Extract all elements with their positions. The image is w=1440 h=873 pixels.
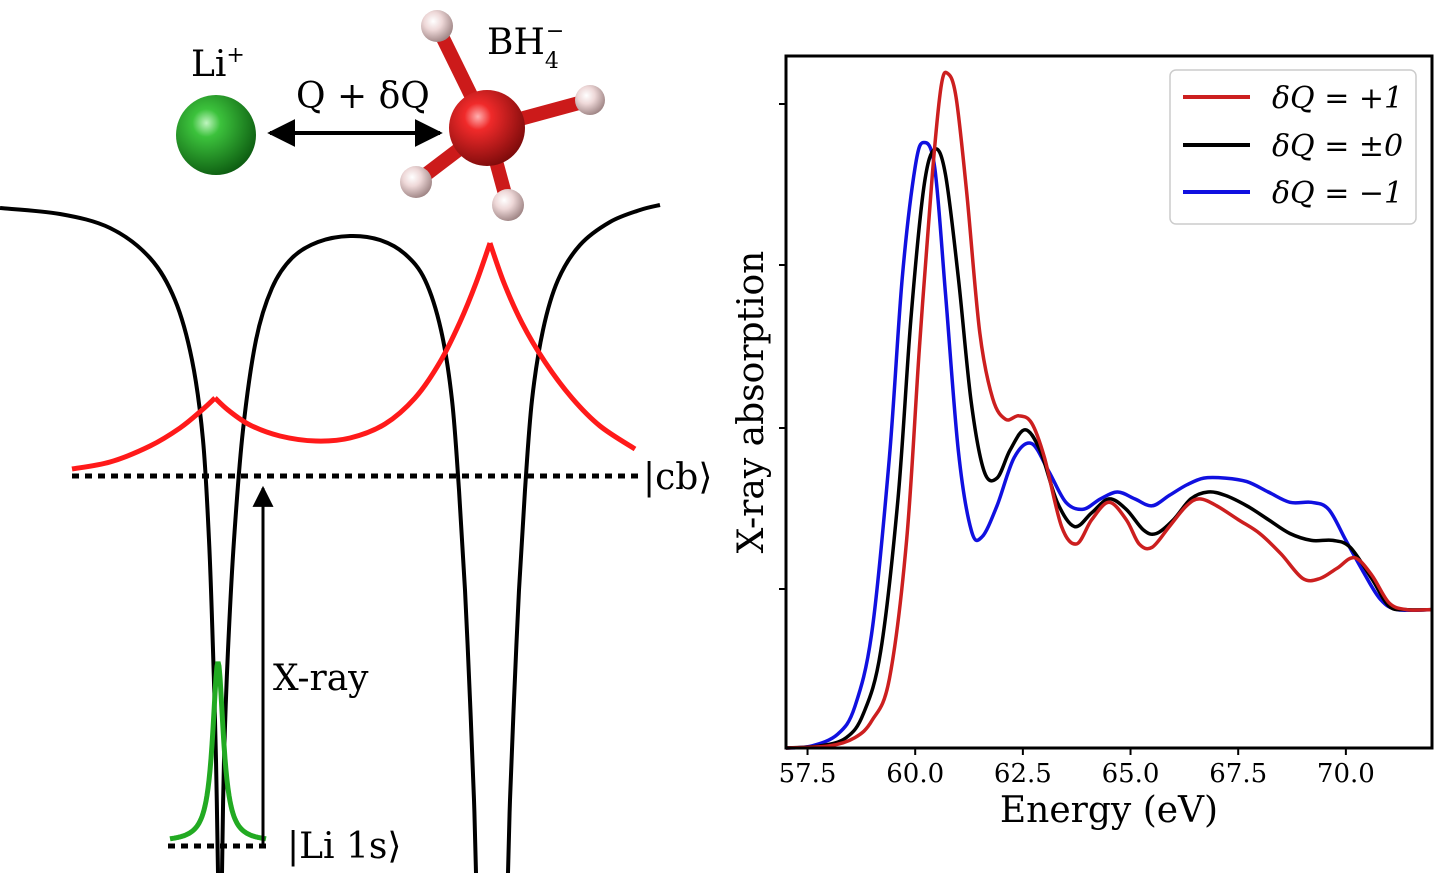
- legend-box: [1169, 69, 1417, 225]
- cb-wavefunction-curve: [71, 242, 637, 472]
- series-layer: [785, 70, 1433, 750]
- y-axis-label: X-ray absorption: [731, 251, 772, 554]
- plot-frame: [784, 54, 1434, 750]
- potential-curve: [0, 203, 661, 873]
- cb-label: |cb⟩: [643, 457, 712, 498]
- xray-label: X-ray: [273, 658, 369, 699]
- series-line-1: [785, 147, 1433, 750]
- li-label: Li+: [191, 43, 245, 85]
- li1s-label: |Li 1s⟩: [287, 826, 401, 867]
- x-axis-ticks: 57.5 60.0 62.5 65.0 67.5 70.0: [779, 748, 1375, 789]
- li-atom-icon: [176, 95, 256, 175]
- core-orbital-curve: [169, 661, 267, 842]
- x-axis-label: Energy (eV): [1000, 790, 1218, 831]
- legend: δQ = +1 δQ = ±0 δQ = −1: [1169, 69, 1417, 225]
- bh4-label: BH4−: [487, 19, 564, 74]
- legend-label-minus1: δQ = −1: [1272, 176, 1403, 211]
- legend-label-plus1: δQ = +1: [1272, 81, 1403, 116]
- bh4-molecule-icon: [400, 10, 605, 221]
- legend-label-zero: δQ = ±0: [1272, 129, 1403, 164]
- x-tick-label: 65.0: [1102, 759, 1160, 789]
- x-tick-label: 62.5: [994, 759, 1052, 789]
- x-tick-label: 70.0: [1317, 759, 1375, 789]
- series-line-2: [785, 140, 1433, 750]
- series-line-0: [785, 70, 1433, 750]
- charge-label: Q + δQ: [296, 76, 430, 117]
- schematic-diagram: X-ray |cb⟩ |Li 1s⟩ Li+ Q + δQ BH4−: [0, 10, 712, 873]
- x-tick-label: 67.5: [1209, 759, 1267, 789]
- x-tick-label: 60.0: [886, 759, 944, 789]
- x-tick-label: 57.5: [779, 759, 837, 789]
- absorption-chart: 57.5 60.0 62.5 65.0 67.5 70.0 Energy (eV) X-r…: [731, 54, 1434, 831]
- y-axis-ticks: [779, 103, 786, 590]
